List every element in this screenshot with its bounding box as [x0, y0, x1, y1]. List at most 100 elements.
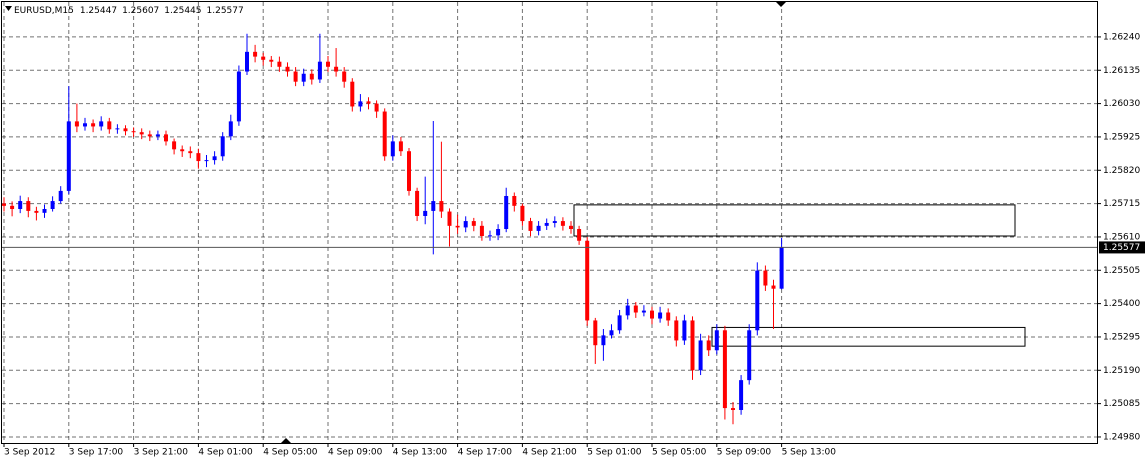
candle-body: [674, 320, 679, 341]
candle-body: [350, 81, 355, 107]
candle-body: [407, 151, 411, 191]
y-tick-label: 1.25820: [1103, 166, 1140, 176]
zones: [573, 204, 1026, 347]
plot-border: [1, 1, 1098, 444]
header-close: 1.25577: [207, 6, 244, 16]
candle-body: [107, 121, 112, 130]
candle-body: [504, 195, 509, 230]
header-low: 1.25445: [164, 6, 201, 16]
candle-body: [536, 225, 541, 231]
candle-body: [2, 203, 6, 206]
candle-body: [228, 121, 233, 137]
candle-body: [415, 190, 420, 216]
zone-box: [573, 204, 1016, 237]
candle-body: [609, 330, 614, 336]
candle-body: [83, 123, 87, 127]
x-tick-label: 4 Sep 21:00: [522, 448, 577, 458]
header-high: 1.25607: [122, 6, 159, 16]
candle-body: [771, 285, 776, 289]
candle-body: [196, 153, 201, 162]
candle-body: [739, 380, 744, 410]
candle-body: [625, 305, 630, 316]
candle-body: [155, 134, 160, 137]
candle-body: [91, 123, 96, 127]
y-tick-label: 1.24980: [1103, 432, 1140, 442]
candle-body: [447, 211, 452, 226]
candle-body: [585, 240, 590, 321]
candle-body: [188, 151, 193, 154]
candle-body: [479, 225, 484, 236]
candle-body: [374, 103, 379, 112]
y-tick-label: 1.25190: [1103, 366, 1140, 376]
candle-body: [641, 310, 646, 313]
candle-body: [123, 128, 128, 132]
candle-body: [131, 131, 136, 133]
labels: 1.26240 1.26135 1.26030 1.25925 1.25820 1.257…: [2, 32, 1145, 458]
candle-body: [34, 210, 39, 213]
candle-body: [714, 330, 719, 351]
candle-body: [10, 205, 15, 210]
candle-body: [220, 136, 225, 157]
candle-body: [496, 229, 501, 236]
candle-body: [569, 225, 573, 230]
shift-marker: [281, 438, 291, 443]
x-tick-label: 5 Sep 05:00: [652, 448, 707, 458]
candle-body: [326, 61, 330, 67]
x-tick-label: 4 Sep 05:00: [263, 448, 318, 458]
candle-body: [172, 141, 177, 150]
candle-body: [690, 320, 695, 371]
candle-body: [455, 225, 460, 228]
candle-body: [382, 111, 387, 157]
candle-body: [390, 141, 395, 157]
y-tick-label: 1.25295: [1103, 332, 1140, 342]
x-tick-label: 3 Sep 2012: [4, 448, 55, 458]
candle-body: [301, 73, 306, 82]
x-tick-label: 3 Sep 17:00: [69, 448, 124, 458]
candle-body: [512, 195, 517, 206]
y-tick-label: 1.25925: [1103, 132, 1140, 142]
candle-body: [26, 201, 31, 211]
header-icon: [5, 6, 12, 11]
candle-body: [293, 71, 298, 82]
candle-body: [577, 229, 582, 241]
x-tick-label: 4 Sep 01:00: [198, 448, 253, 458]
candle-body: [431, 201, 436, 211]
candle-body: [317, 61, 322, 80]
candle-body: [50, 201, 55, 210]
candle-body: [285, 66, 290, 72]
x-tick-label: 4 Sep 09:00: [328, 448, 383, 458]
x-tick-label: 5 Sep 01:00: [587, 448, 642, 458]
candle-body: [309, 73, 314, 80]
candle-body: [18, 201, 23, 210]
y-tick-label: 1.25400: [1103, 299, 1140, 309]
candle-body: [528, 221, 533, 231]
candle-body: [650, 310, 654, 319]
candle-body: [139, 132, 144, 135]
y-tick-label: 1.26030: [1103, 99, 1140, 109]
candle-body: [682, 320, 687, 341]
candle-body: [277, 61, 282, 67]
y-tick-label: 1.26135: [1103, 66, 1140, 76]
candle-body: [42, 209, 47, 213]
candle-body: [99, 121, 104, 127]
candle-body: [552, 221, 557, 223]
candle-body: [731, 408, 735, 410]
candle-body: [212, 156, 217, 161]
candle-body: [698, 340, 703, 371]
y-tick-label: 1.25610: [1103, 232, 1140, 242]
candle-body: [342, 71, 347, 82]
candle-body: [593, 320, 598, 346]
last-price-box: [1099, 241, 1145, 254]
candle-body: [560, 221, 565, 226]
symbol: EURUSD,M15: [14, 6, 74, 16]
candle-body: [423, 210, 428, 216]
candle-body: [74, 121, 79, 127]
x-tick-label: 3 Sep 21:00: [134, 448, 189, 458]
zone-box: [711, 326, 1026, 347]
candle-body: [236, 71, 241, 122]
y-tick-label: 1.25715: [1103, 199, 1140, 209]
candle-body: [66, 121, 71, 191]
header-open: 1.25447: [80, 6, 117, 16]
